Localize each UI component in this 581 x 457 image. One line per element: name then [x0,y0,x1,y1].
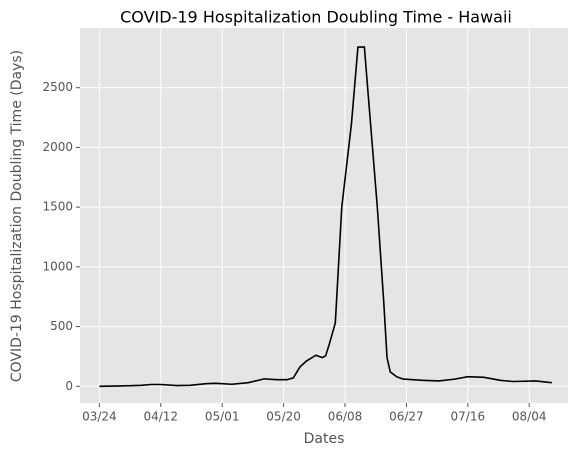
plot-area [80,28,568,403]
x-tick-label: 04/12 [143,410,178,424]
x-tick-label: 06/08 [328,410,363,424]
x-tick-label: 03/24 [82,410,117,424]
y-tick-label: 500 [50,319,73,333]
chart-title: COVID-19 Hospitalization Doubling Time -… [120,8,512,27]
x-axis-label: Dates [304,431,345,447]
data-line [99,46,552,388]
y-tick-label: 1500 [42,200,73,214]
y-tick-label: 2500 [42,80,73,94]
y-tick-label: 0 [65,379,73,393]
x-tick-label: 06/27 [389,410,424,424]
y-tick-label: 1000 [42,259,73,273]
y-tick-label: 2000 [42,140,73,154]
x-tick-label: 05/01 [205,410,240,424]
x-tick-label: 08/04 [512,410,547,424]
x-tick-label: 07/16 [451,410,486,424]
y-axis-label: COVID-19 Hospitalization Doubling Time (… [9,50,25,382]
x-tick-label: 05/20 [266,410,301,424]
